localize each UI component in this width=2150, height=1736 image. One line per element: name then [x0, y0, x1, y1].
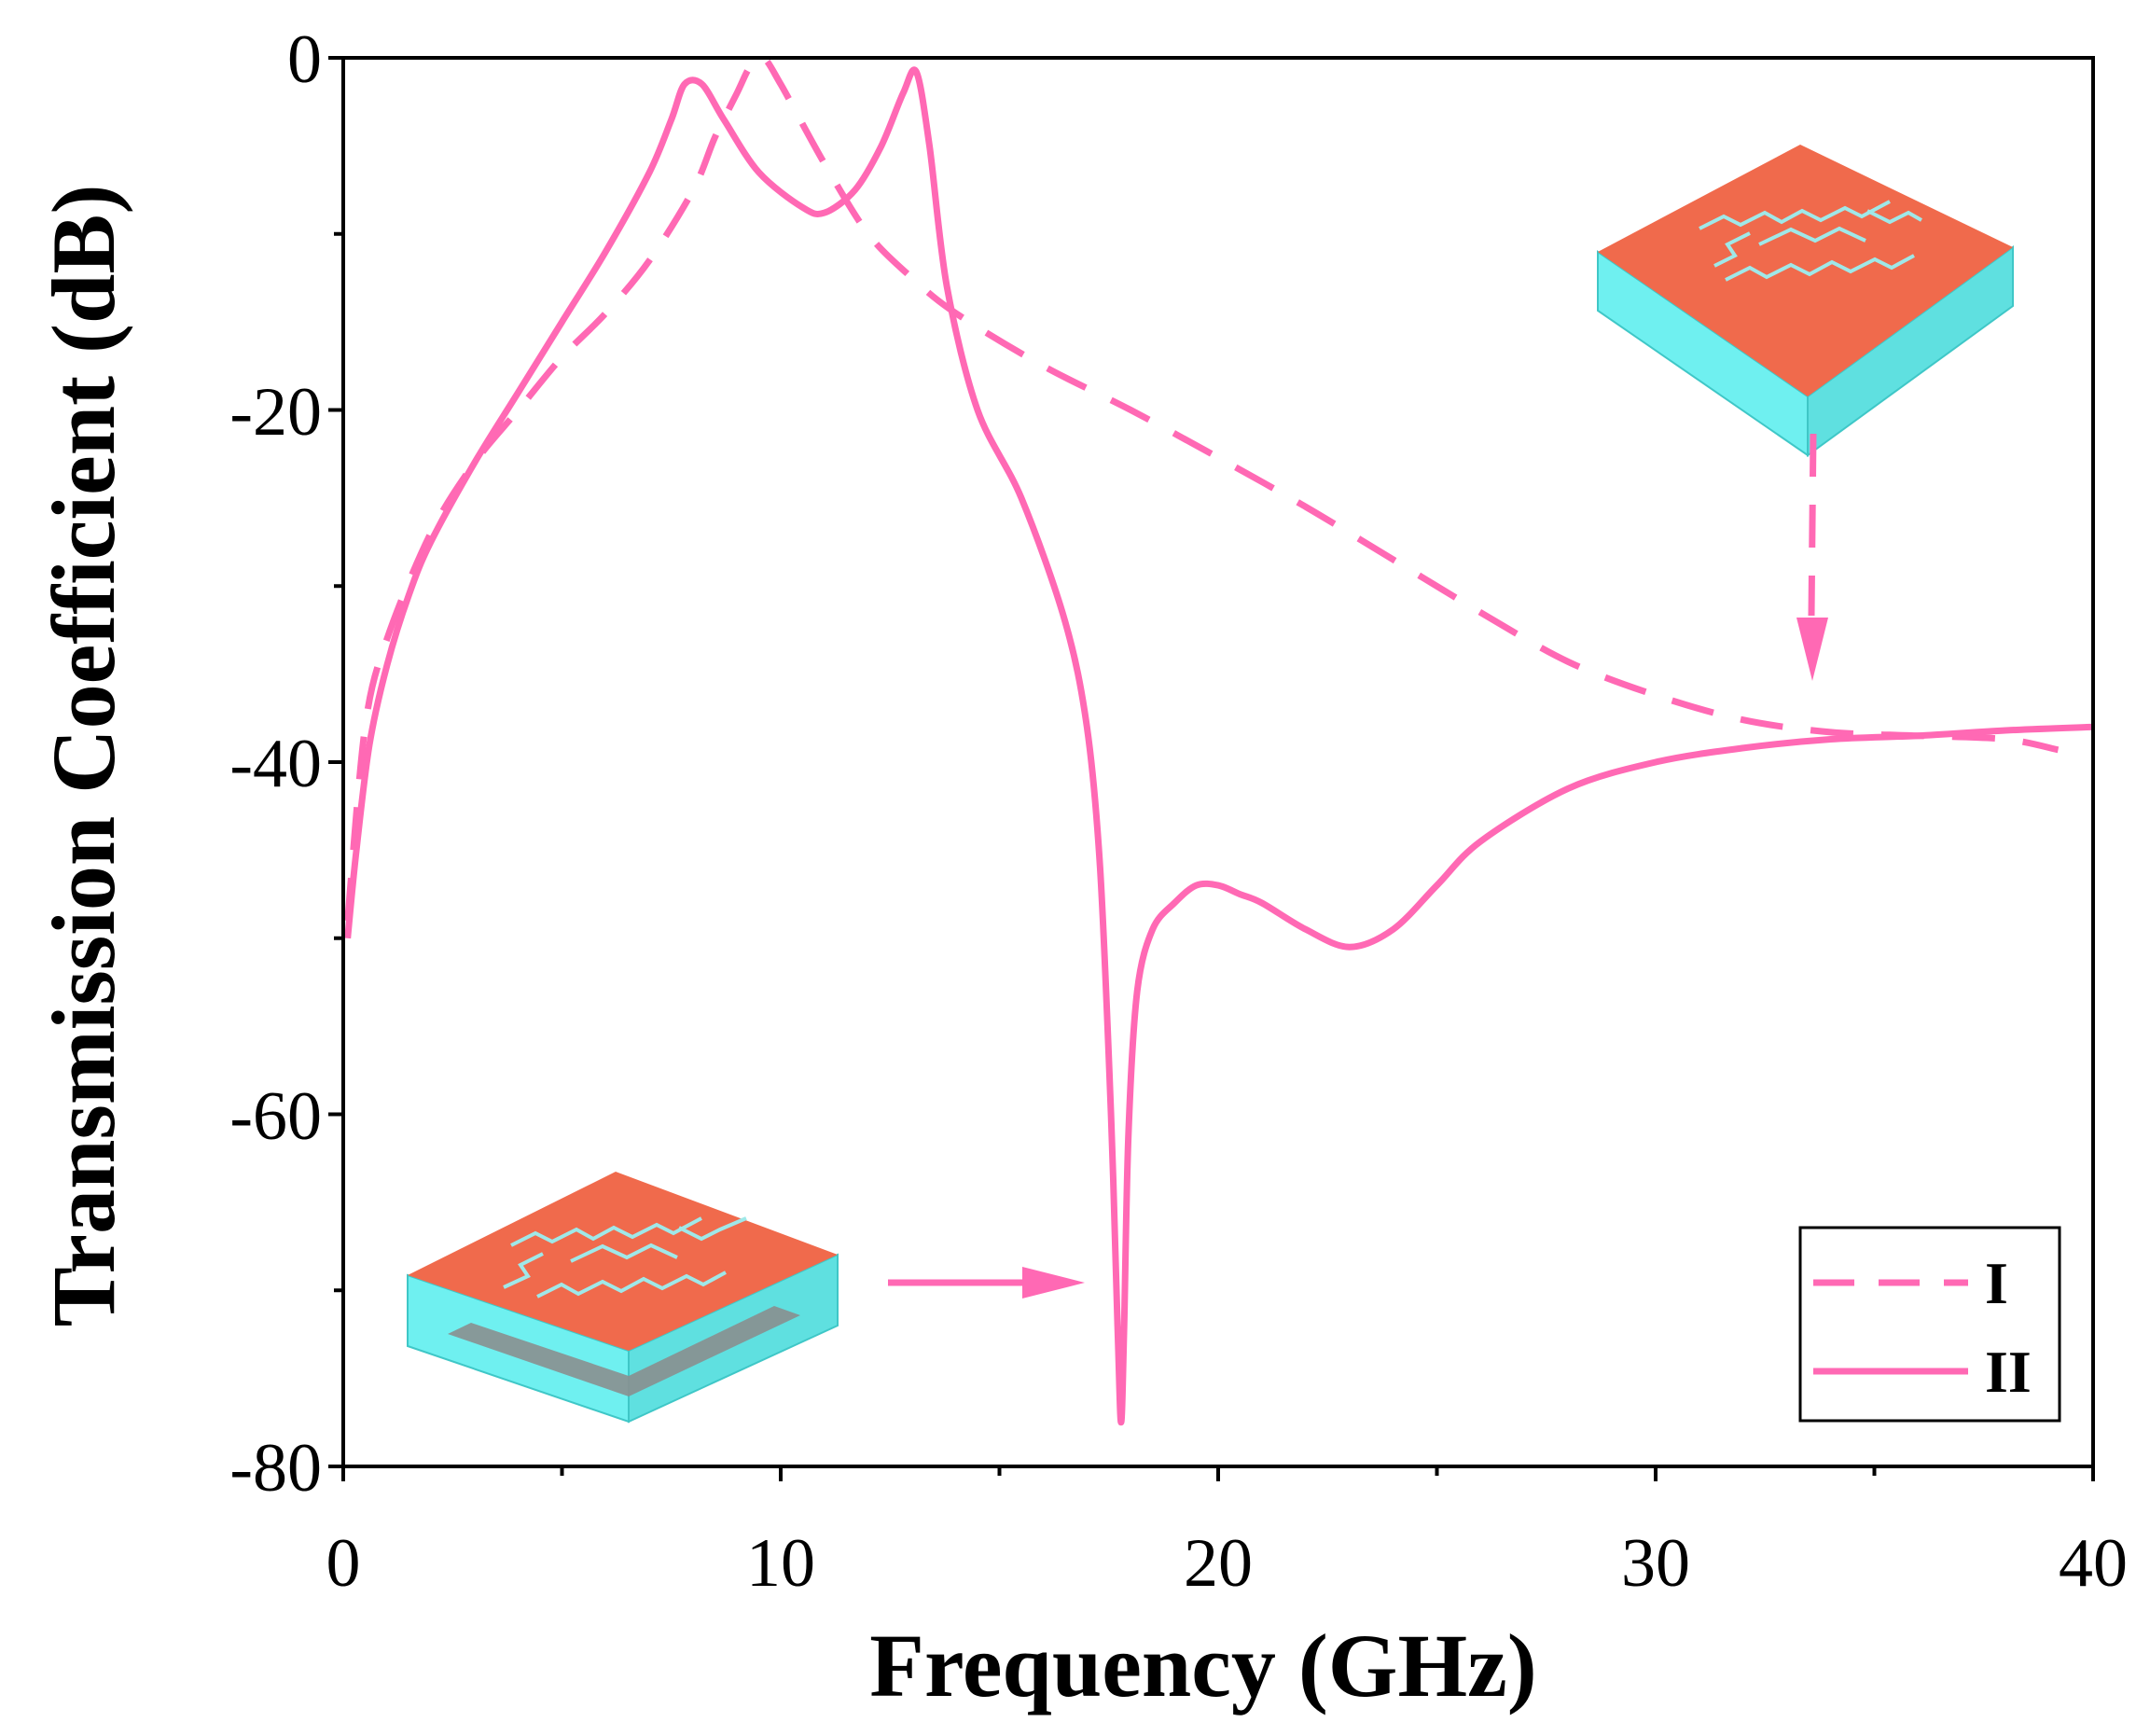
series-layer [344, 58, 2093, 1426]
x-tick-label: 20 [1184, 1525, 1253, 1602]
y-tick-label: -60 [229, 1078, 322, 1155]
substrate-right-face [1807, 245, 2014, 457]
legend-label-II: II [1985, 1339, 2032, 1405]
fractal-slot-pattern [503, 1216, 747, 1299]
y-tick-label: -40 [229, 726, 322, 802]
patch-top-face [408, 1172, 838, 1351]
x-tick-label: 40 [2059, 1525, 2128, 1602]
structure-illustration-I [1597, 145, 2014, 457]
y-tick-label: -80 [229, 1430, 322, 1507]
series-line-II [344, 66, 2093, 1426]
fractal-slot-pattern [1699, 200, 1922, 282]
x-tick-label: 30 [1621, 1525, 1690, 1602]
arrow-right-annotation [888, 1267, 1085, 1299]
arrow-down-annotation [1796, 433, 1828, 681]
y-tick-labels: 0 -20 -40 -60 -80 [229, 21, 322, 1507]
axis-ticks [328, 56, 2095, 1481]
structure-illustration-II [407, 1172, 839, 1424]
y-tick-label: 0 [287, 21, 322, 98]
series-line-I [344, 58, 2060, 922]
x-axis-title: Frequency (GHz) [869, 1616, 1536, 1715]
x-tick-label: 0 [326, 1525, 361, 1602]
x-tick-labels: 0 10 20 30 40 [326, 1525, 2129, 1602]
ground-ring-visible [448, 1306, 800, 1396]
x-tick-label: 10 [746, 1525, 815, 1602]
y-tick-label: -20 [229, 374, 322, 451]
legend-label-I: I [1985, 1250, 2008, 1316]
legend-box [1798, 1226, 2061, 1423]
legend: I II [1798, 1226, 2061, 1423]
y-axis-title: Transmission Coefficient (dB) [34, 185, 133, 1327]
